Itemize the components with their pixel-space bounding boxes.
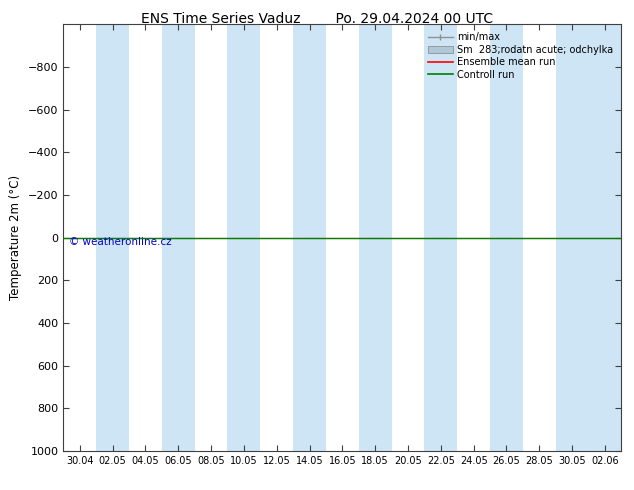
Bar [588,24,621,451]
Bar [96,24,129,451]
Text: ENS Time Series Vaduz        Po. 29.04.2024 00 UTC: ENS Time Series Vaduz Po. 29.04.2024 00 … [141,12,493,26]
Bar [490,24,523,451]
Bar [359,24,392,451]
Bar [162,24,195,451]
Bar [555,24,588,451]
Bar [424,24,457,451]
Bar [228,24,261,451]
Text: © weatheronline.cz: © weatheronline.cz [69,237,172,247]
Legend: min/max, Sm  283;rodatn acute; odchylka, Ensemble mean run, Controll run: min/max, Sm 283;rodatn acute; odchylka, … [425,29,616,82]
Y-axis label: Temperature 2m (°C): Temperature 2m (°C) [10,175,22,300]
Bar [293,24,326,451]
